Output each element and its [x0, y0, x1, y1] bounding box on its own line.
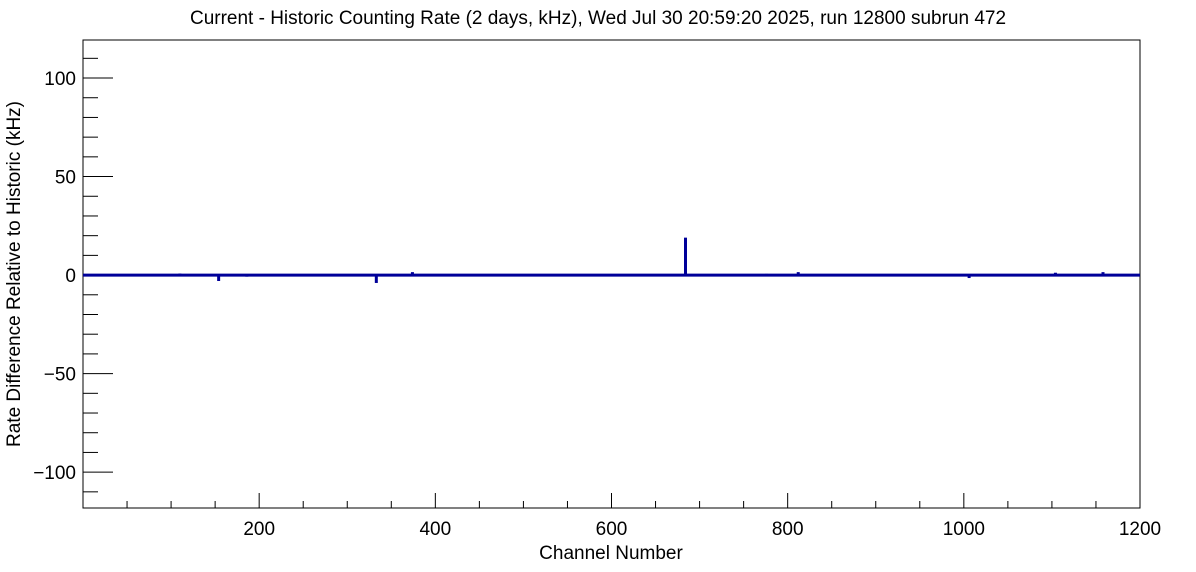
- x-axis-title: Channel Number: [539, 543, 683, 564]
- y-axis-title: Rate Difference Relative to Historic (kH…: [4, 101, 25, 447]
- x-tick-label: 1200: [1119, 519, 1161, 540]
- chart-title: Current - Historic Counting Rate (2 days…: [190, 8, 1006, 29]
- x-tick-label: 1000: [943, 519, 985, 540]
- x-tick-label: 800: [772, 519, 804, 540]
- x-tick-label: 400: [419, 519, 451, 540]
- y-tick-label: 100: [44, 69, 76, 90]
- x-tick-label: 600: [596, 519, 628, 540]
- x-tick-label: 200: [243, 519, 275, 540]
- y-tick-label: −100: [33, 463, 76, 484]
- y-tick-label: 50: [55, 168, 76, 189]
- data-series: [83, 237, 1140, 283]
- axis-ticks: 200 400 600 800 1000 1200 −100 −50 0 50 100: [33, 57, 1161, 540]
- y-tick-label: 0: [65, 266, 76, 287]
- y-tick-label: −50: [44, 365, 76, 386]
